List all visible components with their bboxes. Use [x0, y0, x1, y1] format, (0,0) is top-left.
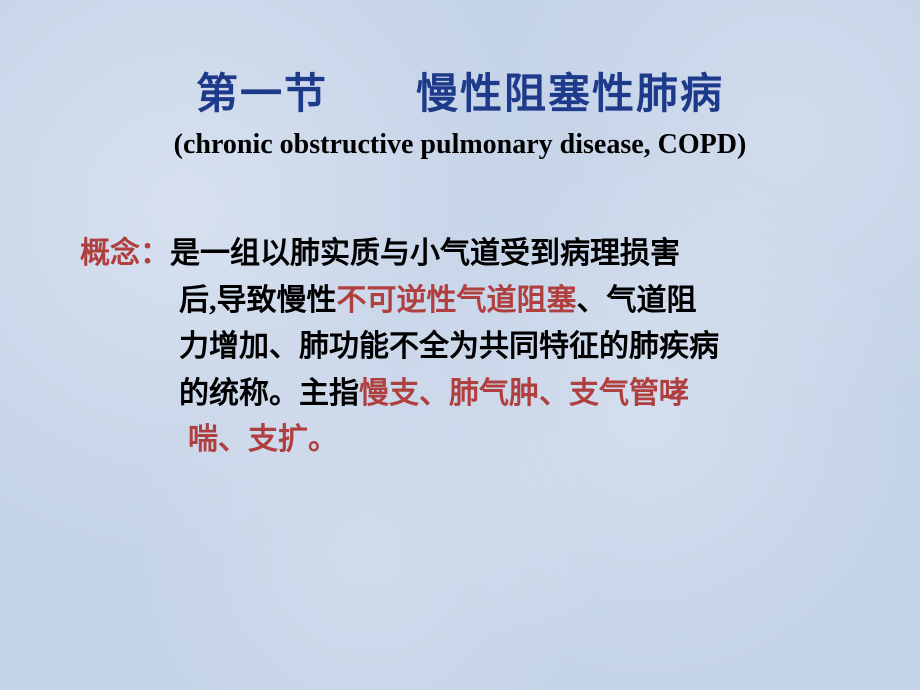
subtitle: (chronic obstructive pulmonary disease, …	[70, 129, 850, 161]
main-title: 第一节 慢性阻塞性肺病	[70, 60, 850, 121]
content-line-3: 力增加、肺功能不全为共同特征的肺疾病	[80, 324, 850, 371]
line5-highlight: 喘、支扩。	[188, 423, 338, 456]
slide-container: 第一节 慢性阻塞性肺病 (chronic obstructive pulmona…	[0, 0, 920, 504]
line2-highlight: 不可逆性气道阻塞	[337, 284, 577, 317]
content-section: 概念：是一组以肺实质与小气道受到病理损害 后,导致慢性不可逆性气道阻塞、气道阻 …	[70, 231, 850, 464]
concept-label: 概念：	[80, 237, 170, 270]
line1-text: 是一组以肺实质与小气道受到病理损害	[170, 237, 680, 270]
content-line-5: 喘、支扩。	[80, 417, 850, 464]
content-line-4: 的统称。主指慢支、肺气肿、支气管哮	[80, 371, 850, 418]
line4-highlight: 慢支、肺气肿、支气管哮	[359, 377, 689, 410]
line4-text: 的统称。主指	[179, 377, 359, 410]
title-section: 第一节 慢性阻塞性肺病 (chronic obstructive pulmona…	[70, 60, 850, 161]
line2-text1: 后,导致慢性	[179, 284, 337, 317]
content-line-2: 后,导致慢性不可逆性气道阻塞、气道阻	[80, 278, 850, 325]
line2-text2: 、气道阻	[577, 284, 697, 317]
content-line-1: 概念：是一组以肺实质与小气道受到病理损害	[80, 231, 850, 278]
line3-text: 力增加、肺功能不全为共同特征的肺疾病	[179, 330, 719, 363]
